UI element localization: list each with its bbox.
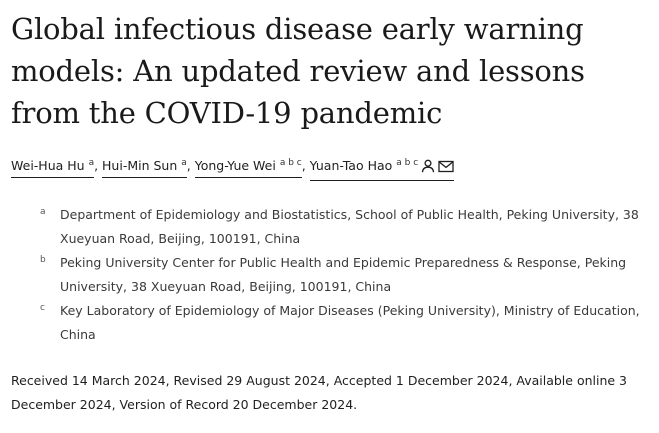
author-link[interactable]: Yong-Yue Wei a b c <box>194 156 302 178</box>
affiliation-item: b Peking University Center for Public He… <box>40 251 640 299</box>
author-link[interactable]: Wei-Hua Hu a <box>11 156 95 178</box>
affiliation-mark: b <box>40 255 46 265</box>
affiliation-text: Peking University Center for Public Heal… <box>60 255 627 294</box>
affiliation-item: c Key Laboratory of Epidemiology of Majo… <box>40 299 640 347</box>
author-name: Wei-Hua Hu <box>11 158 85 173</box>
author-link[interactable]: Hui-Min Sun a <box>102 156 187 178</box>
affiliation-text: Department of Epidemiology and Biostatis… <box>60 207 639 246</box>
author-name: Yong-Yue Wei <box>194 158 276 173</box>
author-list: Wei-Hua Hu a, Hui-Min Sun a, Yong-Yue We… <box>11 156 455 181</box>
author-affiliation-marks: a <box>88 158 95 168</box>
publication-history: Received 14 March 2024, Revised 29 Augus… <box>11 373 627 412</box>
author-separator: , <box>301 158 310 173</box>
affiliation-item: a Department of Epidemiology and Biostat… <box>40 203 640 251</box>
article-title: Global infectious disease early warning … <box>11 12 585 130</box>
author-affiliation-marks: a <box>181 158 187 168</box>
author-affiliation-marks: a b c <box>396 158 419 168</box>
author-name: Yuan-Tao Hao <box>309 158 393 173</box>
author-separator: , <box>186 158 195 173</box>
affiliation-list: a Department of Epidemiology and Biostat… <box>40 203 640 347</box>
affiliation-text: Key Laboratory of Epidemiology of Major … <box>60 303 640 342</box>
affiliation-mark: c <box>40 303 45 313</box>
envelope-icon <box>438 159 454 179</box>
author-link[interactable]: Yuan-Tao Hao a b c <box>309 156 455 181</box>
affiliation-mark: a <box>40 207 46 217</box>
author-separator: , <box>94 158 103 173</box>
person-icon <box>421 159 435 179</box>
author-name: Hui-Min Sun <box>102 158 178 173</box>
author-affiliation-marks: a b c <box>279 158 302 168</box>
